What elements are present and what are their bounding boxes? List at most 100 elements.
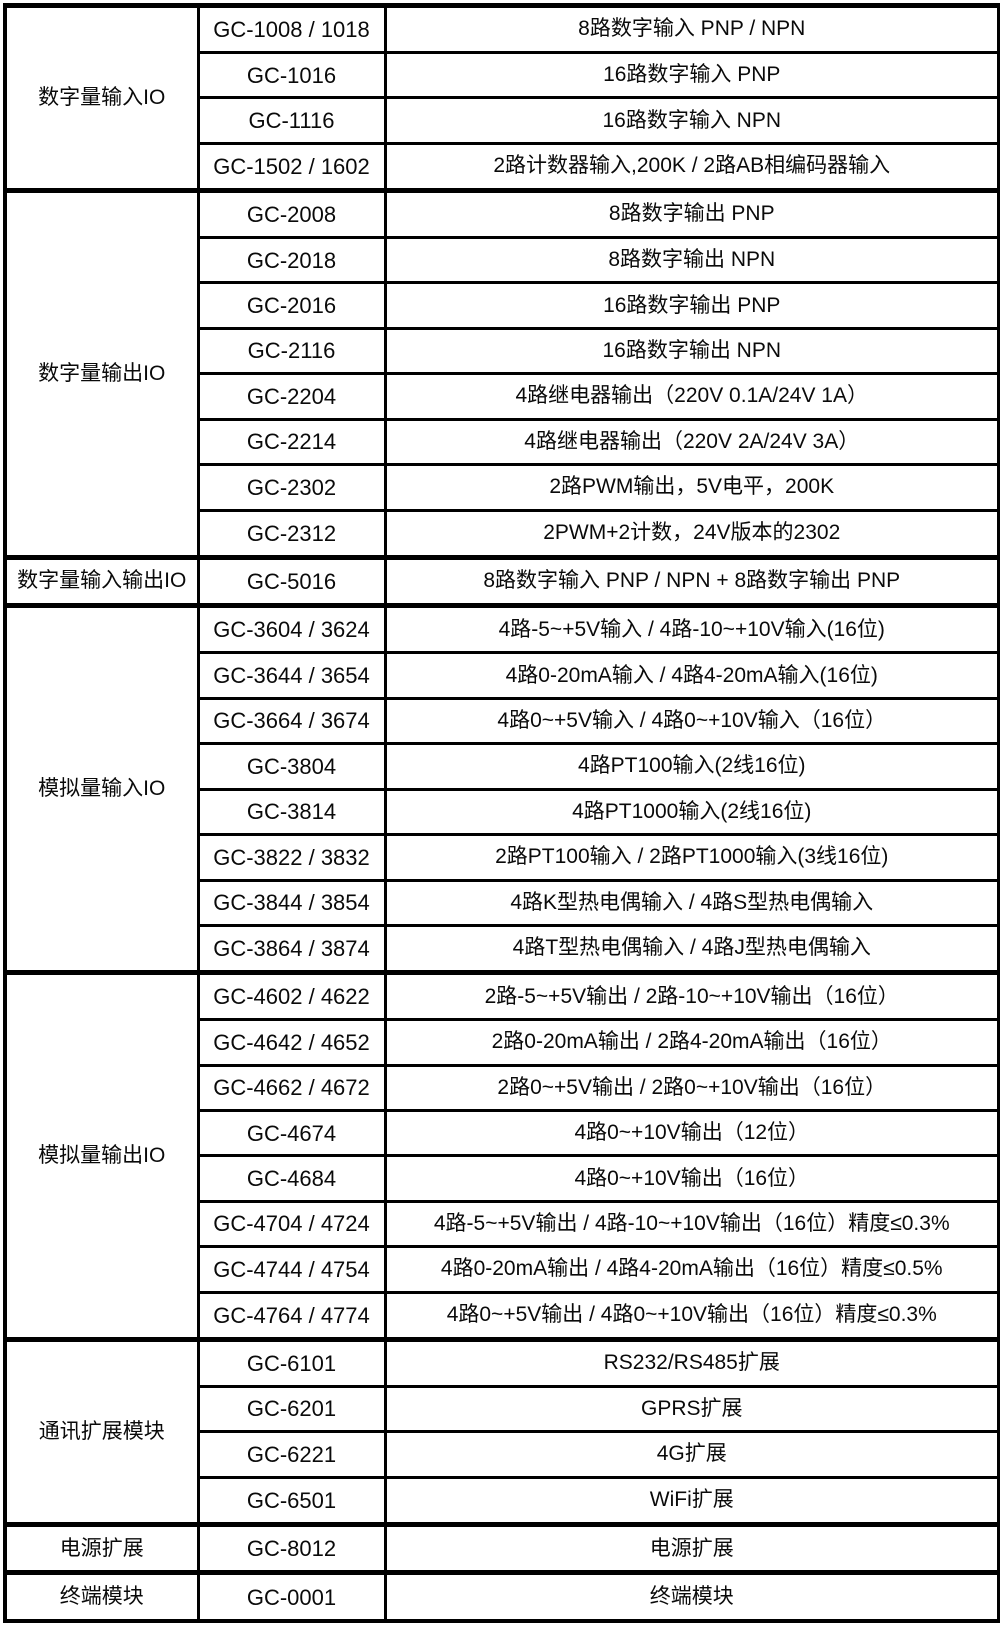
model-cell: GC-8012 — [196, 1521, 387, 1575]
model-cell: GC-6101 — [196, 1336, 387, 1388]
table-row: GC-4744 / 4754 4路0-20mA输出 / 4路4-20mA输出（16… — [5, 1245, 1000, 1294]
model-cell: GC-4764 / 4774 — [196, 1290, 387, 1341]
model-cell: GC-4602 / 4622 — [196, 970, 387, 1022]
description-cell: 8路数字输入 PNP / NPN — [383, 2, 1000, 55]
description-cell: 16路数字输入 NPN — [383, 96, 1000, 145]
table-row: GC-3822 / 3832 2路PT100输入 / 2路PT1000输入(3线1… — [5, 833, 1000, 882]
description-cell: GPRS扩展 — [383, 1384, 1000, 1434]
description-cell: 2PWM+2计数，24V版本的2302 — [383, 508, 1000, 559]
model-cell: GC-1502 / 1602 — [196, 141, 387, 192]
table-row: GC-4704 / 4724 4路-5~+5V输出 / 4路-10~+10V输出（… — [5, 1199, 1000, 1249]
model-cell: GC-2302 — [196, 463, 387, 512]
table-row: GC-2018 8路数字输出 NPN — [5, 236, 1000, 285]
model-cell: GC-1008 / 1018 — [196, 2, 387, 55]
model-cell: GC-2214 — [196, 417, 387, 467]
table-row: GC-6201 GPRS扩展 — [5, 1384, 1000, 1434]
table-row: GC-4642 / 4652 2路0-20mA输出 / 2路4-20mA输出（16… — [5, 1018, 1000, 1067]
model-cell: GC-4684 — [196, 1154, 387, 1203]
model-cell: GC-2016 — [196, 281, 387, 330]
description-cell: WiFi扩展 — [383, 1475, 1000, 1526]
table-row: GC-3864 / 3874 4路T型热电偶输入 / 4路J型热电偶输入 — [5, 924, 1000, 975]
description-cell: 4路继电器输出（220V 2A/24V 3A） — [383, 417, 1000, 467]
table-row: GC-3804 4路PT100输入(2线16位) — [5, 742, 1000, 791]
description-cell: 2路0-20mA输出 / 2路4-20mA输出（16位） — [383, 1018, 1000, 1067]
description-cell: 8路数字输出 PNP — [383, 187, 1000, 240]
category-cell: 模拟量输出IO — [3, 970, 200, 1341]
description-cell: 4路-5~+5V输出 / 4路-10~+10V输出（16位）精度≤0.3% — [383, 1199, 1000, 1249]
table-row: GC-1016 16路数字输入 PNP — [5, 51, 1000, 100]
table-row: GC-4764 / 4774 4路0~+5V输出 / 4路0~+10V输出（16位… — [5, 1290, 1000, 1341]
model-cell: GC-6201 — [196, 1384, 387, 1434]
model-cell: GC-6501 — [196, 1475, 387, 1526]
description-cell: 4G扩展 — [383, 1430, 1000, 1479]
category-cell: 通讯扩展模块 — [3, 1336, 200, 1526]
description-cell: 4路K型热电偶输入 / 4路S型热电偶输入 — [383, 878, 1000, 928]
table-row: GC-4662 / 4672 2路0~+5V输出 / 2路0~+10V输出（16位… — [5, 1063, 1000, 1112]
description-cell: 4路0~+10V输出（16位） — [383, 1154, 1000, 1203]
table-row: 数字量输入IO GC-1008 / 1018 8路数字输入 PNP / NPN — [3, 2, 1000, 192]
table-row: GC-2302 2路PWM输出，5V电平，200K — [5, 463, 1000, 512]
table-row: 终端模块 GC-0001 终端模块 — [3, 1570, 1000, 1623]
table-row: GC-2312 2PWM+2计数，24V版本的2302 — [5, 508, 1000, 559]
description-cell: 8路数字输出 NPN — [383, 236, 1000, 285]
table-row: GC-3664 / 3674 4路0~+5V输入 / 4路0~+10V输入（16位… — [5, 696, 1000, 746]
table-row: GC-2016 16路数字输出 PNP — [5, 281, 1000, 330]
model-cell: GC-2312 — [196, 508, 387, 559]
table-row: GC-2204 4路继电器输出（220V 0.1A/24V 1A） — [5, 372, 1000, 421]
table-row: GC-2214 4路继电器输出（220V 2A/24V 3A） — [5, 417, 1000, 467]
description-cell: 2路0~+5V输出 / 2路0~+10V输出（16位） — [383, 1063, 1000, 1112]
description-cell: 4路0~+5V输出 / 4路0~+10V输出（16位）精度≤0.3% — [383, 1290, 1000, 1341]
table-row: 模拟量输入IO GC-3604 / 3624 4路-5~+5V输入 / 4路-10~… — [3, 603, 1000, 975]
description-cell: 4路0~+5V输入 / 4路0~+10V输入（16位） — [383, 696, 1000, 746]
description-cell: 4路0-20mA输出 / 4路4-20mA输出（16位）精度≤0.5% — [383, 1245, 1000, 1294]
description-cell: 16路数字输出 PNP — [383, 281, 1000, 330]
model-cell: GC-4642 / 4652 — [196, 1018, 387, 1067]
category-cell: 模拟量输入IO — [3, 603, 200, 975]
model-cell: GC-2116 — [196, 326, 387, 376]
description-cell: 2路PT100输入 / 2路PT1000输入(3线16位) — [383, 833, 1000, 882]
model-cell: GC-1016 — [196, 51, 387, 100]
category-cell: 终端模块 — [3, 1570, 200, 1623]
table-row: 电源扩展 GC-8012 电源扩展 — [3, 1521, 1000, 1575]
table-row: GC-6221 4G扩展 — [5, 1430, 1000, 1479]
description-cell: 2路计数器输入,200K / 2路AB相编码器输入 — [383, 141, 1000, 192]
model-cell: GC-1116 — [196, 96, 387, 145]
model-cell: GC-3804 — [196, 742, 387, 791]
model-cell: GC-3844 / 3854 — [196, 878, 387, 928]
description-cell: 16路数字输入 PNP — [383, 51, 1000, 100]
io-module-table-body: 数字量输入IO GC-1008 / 1018 8路数字输入 PNP / NPN GC-… — [3, 2, 1000, 1623]
description-cell: 4路PT100输入(2线16位) — [383, 742, 1000, 791]
description-cell: 电源扩展 — [383, 1521, 1000, 1575]
description-cell: 2路PWM输出，5V电平，200K — [383, 463, 1000, 512]
model-cell: GC-3864 / 3874 — [196, 924, 387, 975]
model-cell: GC-2008 — [196, 187, 387, 240]
category-cell: 数字量输入IO — [3, 3, 200, 192]
description-cell: 8路数字输入 PNP / NPN + 8路数字输出 PNP — [383, 554, 1000, 608]
model-cell: GC-3822 / 3832 — [196, 833, 387, 882]
table-row: GC-2116 16路数字输出 NPN — [5, 326, 1000, 376]
model-cell: GC-2204 — [196, 372, 387, 421]
table-row: GC-1502 / 1602 2路计数器输入,200K / 2路AB相编码器输入 — [5, 141, 1000, 192]
table-row: 通讯扩展模块 GC-6101 RS232/RS485扩展 — [3, 1336, 1000, 1526]
description-cell: 4路继电器输出（220V 0.1A/24V 1A） — [383, 372, 1000, 421]
model-cell: GC-3814 — [196, 787, 387, 837]
model-cell: GC-4704 / 4724 — [196, 1199, 387, 1249]
table-row: GC-6501 WiFi扩展 — [5, 1475, 1000, 1526]
description-cell: 4路-5~+5V输入 / 4路-10~+10V输入(16位) — [383, 603, 1000, 655]
table-row: 数字量输出IO GC-2008 8路数字输出 PNP — [3, 187, 1000, 559]
model-cell: GC-4662 / 4672 — [196, 1063, 387, 1112]
table-row: 模拟量输出IO GC-4602 / 4622 2路-5~+5V输出 / 2路-10~… — [3, 970, 1000, 1341]
table-row: GC-3644 / 3654 4路0-20mA输入 / 4路4-20mA输入(16… — [5, 651, 1000, 700]
category-cell: 电源扩展 — [3, 1521, 200, 1575]
description-cell: 4路0~+10V输出（12位） — [383, 1108, 1000, 1158]
description-cell: 4路0-20mA输入 / 4路4-20mA输入(16位) — [383, 651, 1000, 700]
description-cell: 4路T型热电偶输入 / 4路J型热电偶输入 — [383, 924, 1000, 975]
model-cell: GC-4744 / 4754 — [196, 1245, 387, 1294]
table-row: GC-1116 16路数字输入 NPN — [5, 96, 1000, 145]
table-row: 数字量输入输出IO GC-5016 8路数字输入 PNP / NPN + 8路数字输… — [3, 554, 1000, 608]
description-cell: 2路-5~+5V输出 / 2路-10~+10V输出（16位） — [383, 970, 1000, 1022]
category-cell: 数字量输入输出IO — [3, 554, 200, 608]
model-cell: GC-3644 / 3654 — [196, 651, 387, 700]
io-module-table: 数字量输入IO GC-1008 / 1018 8路数字输入 PNP / NPN GC-… — [3, 2, 1000, 1623]
